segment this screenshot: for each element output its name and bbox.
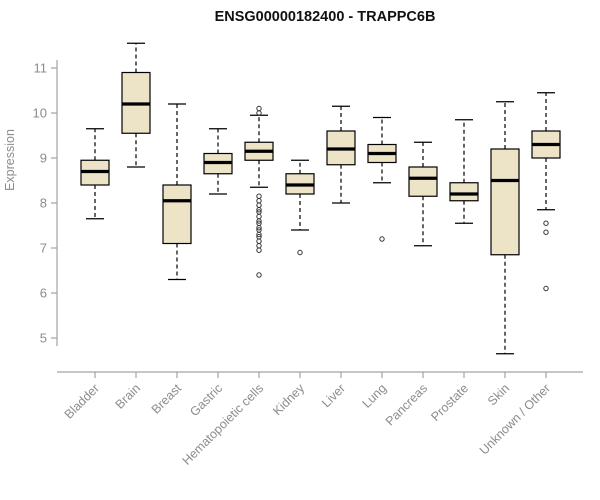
box <box>408 166 438 197</box>
outlier-point <box>256 207 262 213</box>
chart-title: ENSG00000182400 - TRAPPC6B <box>215 9 436 25</box>
x-tick-label: Hematopoietic cells <box>180 381 267 468</box>
plot-marks: 5 6 7 8 9 10 11 Bladder Brain Breast GastricHemato… <box>33 42 583 468</box>
y-tick-label: 5 <box>40 331 47 346</box>
x-tick-label: Gastric <box>187 381 225 419</box>
outlier-point <box>256 105 262 112</box>
outlier-point <box>543 229 549 235</box>
y-tick-label: 9 <box>40 151 47 166</box>
outlier-point <box>256 247 262 253</box>
outlier-point <box>543 285 549 292</box>
x-tick-label: Pancreas <box>383 381 430 428</box>
outlier-point <box>256 202 262 208</box>
box <box>490 148 520 256</box>
x-tick-label: Skin <box>485 381 512 408</box>
x-tick-label: Breast <box>149 381 185 417</box>
outlier-point <box>256 198 262 204</box>
x-tick-label: Bladder <box>62 381 102 421</box>
y-tick-label: 8 <box>40 196 47 211</box>
y-tick-label: 10 <box>33 106 47 121</box>
outlier-point <box>256 193 262 199</box>
outlier-point <box>256 218 262 224</box>
y-axis-title: Expression <box>3 129 17 191</box>
x-tick-label: Kidney <box>270 381 307 418</box>
outlier-point <box>256 238 262 244</box>
outlier-point <box>256 110 262 116</box>
outlier-point <box>256 272 262 278</box>
outlier-point <box>256 225 262 231</box>
outlier-point <box>297 249 303 256</box>
outlier-point <box>256 243 262 249</box>
x-tick-label: Liver <box>319 381 348 410</box>
outlier-point <box>256 213 262 220</box>
outlier-point <box>256 231 262 238</box>
box <box>449 182 479 202</box>
x-tick-label: Unknown / Other <box>477 381 553 457</box>
x-tick-label: Brain <box>113 381 144 412</box>
y-tick-label: 7 <box>40 241 47 256</box>
x-tick-label: Lung <box>360 381 390 411</box>
y-tick-label: 6 <box>40 286 47 301</box>
outlier-point <box>379 236 385 242</box>
box <box>162 184 192 245</box>
outlier-point <box>543 220 549 226</box>
y-tick-label: 11 <box>34 61 48 76</box>
x-tick-label: Prostate <box>428 381 471 424</box>
